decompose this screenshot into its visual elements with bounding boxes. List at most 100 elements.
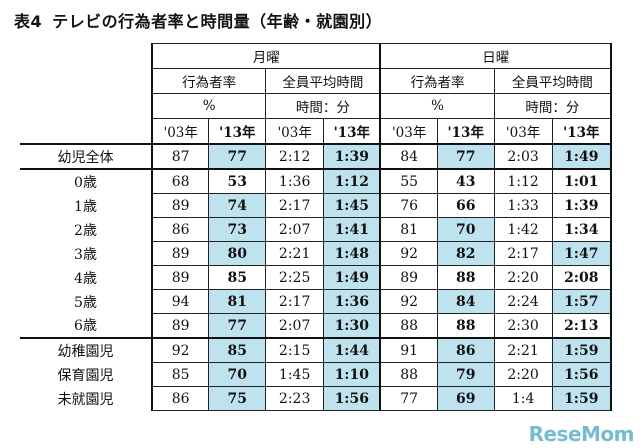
data-cell: 1:44 xyxy=(323,337,382,363)
data-cell: 2:25 xyxy=(265,265,325,290)
data-cell: 88 xyxy=(436,313,495,339)
row-label: 2歳 xyxy=(20,217,153,242)
data-cell: 89 xyxy=(151,265,210,290)
header-monday: 月曜 xyxy=(150,43,382,69)
data-cell: 1:47 xyxy=(551,241,612,266)
data-cell: 1:12 xyxy=(323,168,382,194)
watermark-part-b: Mom xyxy=(581,422,634,446)
data-cell: 2:15 xyxy=(265,337,325,363)
data-cell: 89 xyxy=(151,193,210,218)
table-caption: テレビの行為者率と時間量（年齢・就園別） xyxy=(52,12,383,31)
data-cell: 73 xyxy=(208,217,267,242)
header-avg-sun: 全員平均時間 xyxy=(493,68,612,94)
table-row: 6歳 89 77 2:07 1:30 88 88 2:30 2:13 xyxy=(20,313,612,339)
year-header: '03年 xyxy=(265,118,325,145)
data-cell: 1:10 xyxy=(323,362,382,387)
data-cell: 77 xyxy=(436,143,495,170)
data-cell: 1:45 xyxy=(265,362,325,387)
table-row: 1歳 89 74 2:17 1:45 76 66 1:33 1:39 xyxy=(20,193,612,218)
unit-pct-sun: % xyxy=(379,93,495,119)
data-cell: 92 xyxy=(379,289,438,314)
table-title: 表4 テレビの行為者率と時間量（年齢・就園別） xyxy=(14,8,382,32)
watermark: ReseMom xyxy=(529,422,635,446)
data-cell: 85 xyxy=(208,265,267,290)
row-label: 5歳 xyxy=(20,289,153,314)
data-cell: 68 xyxy=(151,168,210,194)
year-header: '13年 xyxy=(208,118,267,145)
data-cell: 2:20 xyxy=(493,362,553,387)
table-number: 表4 xyxy=(14,12,43,31)
table-row: 2歳 86 73 2:07 1:41 81 70 1:42 1:34 xyxy=(20,217,612,242)
data-cell: 89 xyxy=(151,313,210,339)
data-cell: 69 xyxy=(436,386,495,411)
data-cell: 81 xyxy=(379,217,438,242)
data-cell: 1:42 xyxy=(493,217,553,242)
unit-time-mon: 時間：分 xyxy=(265,93,382,119)
data-cell: 2:20 xyxy=(493,265,553,290)
data-cell: 53 xyxy=(208,168,267,194)
data-cell: 2:30 xyxy=(493,313,553,339)
corner-cell xyxy=(20,93,153,119)
data-cell: 1:4 xyxy=(493,386,553,411)
row-label: 保育園児 xyxy=(20,362,153,387)
data-cell: 2:23 xyxy=(265,386,325,411)
data-cell: 70 xyxy=(208,362,267,387)
data-cell: 1:34 xyxy=(551,217,612,242)
data-cell: 1:45 xyxy=(323,193,382,218)
data-cell: 88 xyxy=(379,362,438,387)
data-cell: 89 xyxy=(151,241,210,266)
row-label: 0歳 xyxy=(20,168,153,194)
unit-pct-mon: % xyxy=(151,93,267,119)
header-rate-mon: 行為者率 xyxy=(151,68,267,94)
data-cell: 1:56 xyxy=(323,386,382,411)
year-header: '03年 xyxy=(379,118,438,145)
data-cell: 1:36 xyxy=(265,168,325,194)
data-cell: 2:03 xyxy=(493,143,553,170)
row-label: 未就園児 xyxy=(20,386,153,411)
data-cell: 80 xyxy=(208,241,267,266)
row-label: 6歳 xyxy=(20,313,153,339)
data-cell: 1:49 xyxy=(323,265,382,290)
data-cell: 1:33 xyxy=(493,193,553,218)
data-cell: 82 xyxy=(436,241,495,266)
data-cell: 2:17 xyxy=(265,193,325,218)
data-cell: 81 xyxy=(208,289,267,314)
corner-cell xyxy=(20,118,153,144)
year-header: '13年 xyxy=(436,118,495,145)
data-cell: 74 xyxy=(208,193,267,218)
header-rate-sun: 行為者率 xyxy=(379,68,495,94)
header-avg-mon: 全員平均時間 xyxy=(265,68,382,94)
data-cell: 2:17 xyxy=(265,289,325,314)
data-cell: 1:39 xyxy=(551,193,612,218)
data-cell: 89 xyxy=(379,265,438,290)
data-cell: 1:36 xyxy=(323,289,382,314)
data-cell: 94 xyxy=(151,289,210,314)
table-body: 幼児全体 87 77 2:12 1:39 84 77 2:03 1:49 0歳 68 53 1:36 1:… xyxy=(20,143,612,411)
data-cell: 1:30 xyxy=(323,313,382,339)
data-cell: 2:07 xyxy=(265,217,325,242)
year-header: '13年 xyxy=(323,118,382,145)
data-cell: 87 xyxy=(151,143,210,170)
data-cell: 1:12 xyxy=(493,168,553,194)
data-cell: 84 xyxy=(379,143,438,170)
table-row: 未就園児 86 75 2:23 1:56 77 69 1:4 1:59 xyxy=(20,386,612,411)
data-cell: 77 xyxy=(208,143,267,170)
table-row: 0歳 68 53 1:36 1:12 55 43 1:12 1:01 xyxy=(20,168,612,194)
header-sunday: 日曜 xyxy=(379,43,612,69)
data-cell: 77 xyxy=(379,386,438,411)
data-cell: 1:41 xyxy=(323,217,382,242)
data-cell: 84 xyxy=(436,289,495,314)
row-label: 幼稚園児 xyxy=(20,337,153,363)
data-cell: 70 xyxy=(436,217,495,242)
data-cell: 91 xyxy=(379,337,438,363)
data-cell: 75 xyxy=(208,386,267,411)
data-cell: 85 xyxy=(151,362,210,387)
table-row: 4歳 89 85 2:25 1:49 89 88 2:20 2:08 xyxy=(20,265,612,290)
row-label: 4歳 xyxy=(20,265,153,290)
data-cell: 1:48 xyxy=(323,241,382,266)
data-cell: 86 xyxy=(151,217,210,242)
data-cell: 92 xyxy=(151,337,210,363)
data-cell: 66 xyxy=(436,193,495,218)
data-cell: 76 xyxy=(379,193,438,218)
corner-cell xyxy=(20,43,153,69)
